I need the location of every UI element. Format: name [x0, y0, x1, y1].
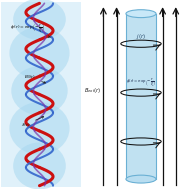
Text: $B_0(r)$: $B_0(r)$ — [24, 74, 45, 83]
Text: $\lambda(r)$: $\lambda(r)$ — [21, 117, 44, 128]
Ellipse shape — [9, 102, 70, 155]
Text: $B_{ext}(r)$: $B_{ext}(r)$ — [84, 86, 101, 95]
Polygon shape — [1, 2, 81, 187]
Ellipse shape — [126, 10, 156, 18]
Ellipse shape — [9, 27, 70, 79]
Ellipse shape — [11, 66, 68, 115]
Bar — [126, 14, 156, 179]
Ellipse shape — [126, 175, 156, 183]
Text: $\phi\,(r)=\exp\!\left(-\dfrac{r}{\xi}\right)$: $\phi\,(r)=\exp\!\left(-\dfrac{r}{\xi}\r… — [10, 21, 51, 38]
Text: $j(r)$: $j(r)$ — [136, 32, 146, 41]
Ellipse shape — [13, 0, 66, 40]
Text: $\phi(r)=\exp\!\left(-\dfrac{r}{\xi}\right)$: $\phi(r)=\exp\!\left(-\dfrac{r}{\xi}\rig… — [126, 78, 156, 89]
Ellipse shape — [13, 143, 66, 189]
